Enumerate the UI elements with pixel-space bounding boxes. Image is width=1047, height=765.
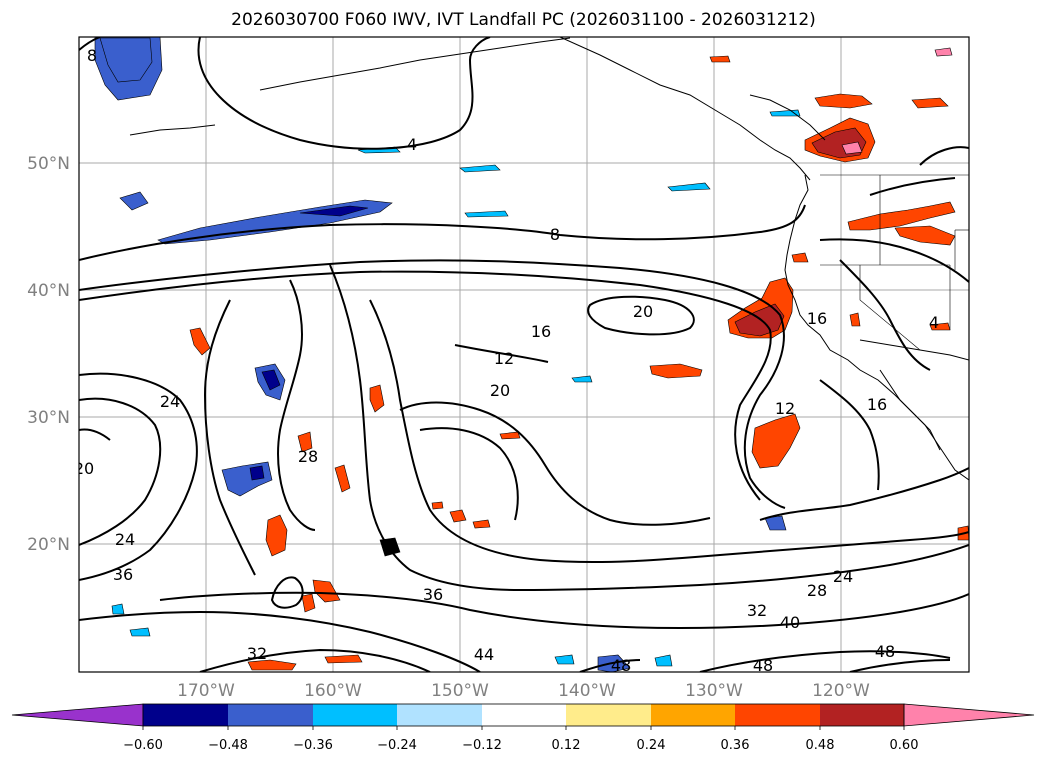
colorbar-segment xyxy=(651,704,735,726)
colorbar-tick-label: −0.48 xyxy=(208,738,248,753)
contour-label: 24 xyxy=(115,530,135,549)
lon-label-170w: 170°W xyxy=(177,681,235,701)
colorbar-segment xyxy=(820,704,904,726)
negative-shading xyxy=(94,37,801,672)
colorbar-ticks xyxy=(142,726,905,730)
contour-label: 28 xyxy=(298,447,318,466)
colorbar-segment xyxy=(397,704,482,726)
contour-label: 24 xyxy=(160,392,180,411)
contour-label: 32 xyxy=(247,644,267,663)
contour-label-group: 8 4 8 20 16 12 20 16 12 24 16 4 20 24 36… xyxy=(74,46,939,675)
colorbar-extend-low xyxy=(11,703,144,727)
contour-label: 16 xyxy=(807,309,827,328)
contour-label: 20 xyxy=(633,302,653,321)
contour-label: 4 xyxy=(407,135,417,154)
contour-label: 12 xyxy=(775,399,795,418)
contour-label: 48 xyxy=(875,642,895,661)
colorbar-tick-label: −0.24 xyxy=(377,738,417,753)
colorbar-tick-label: 0.24 xyxy=(637,738,666,753)
contour-label: 48 xyxy=(753,656,773,675)
lon-label-150w: 150°W xyxy=(431,681,489,701)
lat-labels: 50°N 40°N 30°N 20°N xyxy=(27,154,70,555)
contour-label: 4 xyxy=(929,313,939,332)
contour-label: 20 xyxy=(490,381,510,400)
borders xyxy=(820,174,969,351)
lat-label-20n: 20°N xyxy=(27,535,70,555)
contour-label: 36 xyxy=(113,565,133,584)
colorbar-segment xyxy=(482,704,566,726)
colorbar-segment xyxy=(566,704,651,726)
colorbar-tick-label: −0.36 xyxy=(293,738,333,753)
lat-label-30n: 30°N xyxy=(27,408,70,428)
colorbar-tick-label: −0.12 xyxy=(462,738,502,753)
lat-label-40n: 40°N xyxy=(27,281,70,301)
contour-label: 8 xyxy=(550,225,560,244)
colorbar-tick-label: 0.36 xyxy=(721,738,750,753)
contour-4 xyxy=(197,37,491,150)
colorbar-segment xyxy=(228,704,313,726)
lon-label-140w: 140°W xyxy=(558,681,616,701)
colorbar-tick-label: 0.60 xyxy=(890,738,919,753)
lon-labels: 170°W 160°W 150°W 140°W 130°W 120°W xyxy=(177,681,870,701)
contour-label: 28 xyxy=(807,581,827,600)
contour-label: 44 xyxy=(474,645,494,664)
positive-shading xyxy=(189,47,969,671)
contour-label: 48 xyxy=(611,656,631,675)
lon-label-120w: 120°W xyxy=(812,681,870,701)
lat-label-50n: 50°N xyxy=(27,154,70,174)
map-frame xyxy=(78,36,970,673)
contour-label: 24 xyxy=(833,567,853,586)
contour-label: 36 xyxy=(423,585,443,604)
contour-16 xyxy=(79,270,772,501)
colorbar-tick-label: 0.12 xyxy=(552,738,581,753)
contour-20-loop xyxy=(587,295,695,336)
map-title: 2026030700 F060 IWV, IVT Landfall PC (20… xyxy=(231,10,816,30)
contour-8 xyxy=(79,204,806,261)
contour-label: 20 xyxy=(74,459,94,478)
contour-label: 16 xyxy=(867,395,887,414)
colorbar-outline xyxy=(142,703,905,727)
colorbar-segment xyxy=(735,704,820,726)
colorbar-tick-label: 0.48 xyxy=(806,738,835,753)
colorbar-extend-high xyxy=(903,703,1035,727)
colorbar-segment xyxy=(143,704,228,726)
contour-12 xyxy=(79,259,786,509)
contour-label: 12 xyxy=(494,349,514,368)
contour-label: 16 xyxy=(531,322,551,341)
lon-label-130w: 130°W xyxy=(685,681,743,701)
colorbar: −0.60 −0.48 −0.36 −0.24 −0.12 0.12 0.24 … xyxy=(11,703,1035,753)
colorbar-tick-label: −0.60 xyxy=(123,738,163,753)
contour-label: 32 xyxy=(747,601,767,620)
iwv-contours xyxy=(79,37,969,672)
contour-label: 8 xyxy=(87,46,97,65)
contour-label: 40 xyxy=(780,613,800,632)
coastlines xyxy=(129,37,969,481)
colorbar-segment xyxy=(313,704,397,726)
lon-label-160w: 160°W xyxy=(304,681,362,701)
